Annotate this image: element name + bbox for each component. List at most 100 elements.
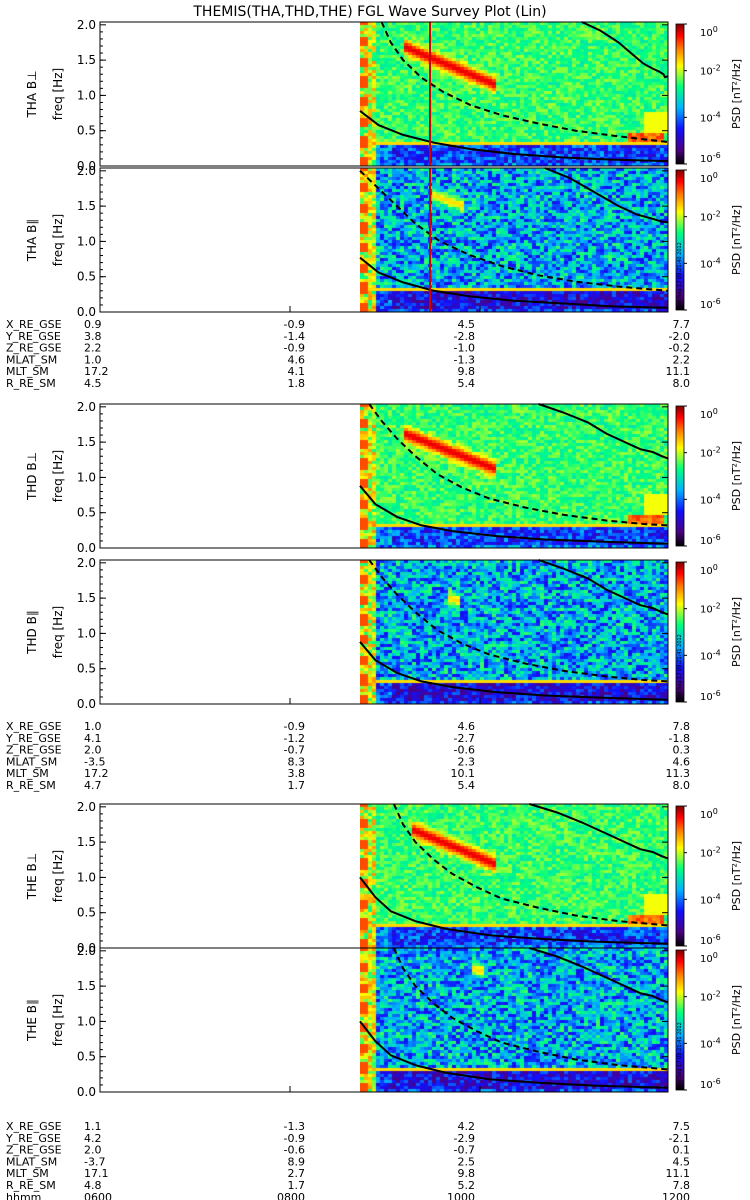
ephemeris-value: 0.3	[673, 744, 691, 757]
ephemeris-value: 2.5	[458, 1155, 476, 1168]
ephemeris-value: 7.7	[673, 318, 691, 331]
ephemeris-value: -1.3	[454, 353, 475, 366]
colorbar-tick-label: 100	[700, 563, 718, 577]
ephemeris-row-name: Z_RE_GSE	[6, 342, 62, 355]
y-tick-label: 1.0	[77, 1014, 96, 1028]
y-tick-label: 1.5	[77, 435, 96, 449]
ephemeris-value: -1.4	[284, 330, 305, 343]
colorbar-tick-base: 10	[700, 300, 713, 311]
colorbar-tick-base: 10	[700, 810, 713, 821]
dashed-curve	[359, 170, 669, 292]
dashed-curve	[368, 403, 669, 527]
y-axis-panel-label: THE B⊥	[25, 853, 39, 900]
colorbar-tick-exp: -4	[713, 492, 721, 501]
colorbar-tick-label: 10-6	[700, 933, 721, 947]
spectrogram-image	[360, 948, 668, 1092]
colorbar-label: PSD [nT²/Hz]	[730, 441, 743, 511]
y-axis-title: freq [Hz]	[51, 850, 65, 902]
timestamp-stamp: Mon Sep 17 08:21:40 2012	[677, 242, 683, 310]
colorbar-tick-base: 10	[700, 1039, 713, 1050]
colorbar-tick-exp: -6	[713, 933, 721, 942]
time-axis-label: hhmm	[6, 1191, 41, 1200]
ephemeris-value: -0.9	[284, 318, 305, 331]
ephemeris-value: 10.1	[451, 767, 476, 780]
colorbar-tick-exp: -2	[713, 602, 721, 611]
ephemeris-value: 11.1	[666, 365, 691, 378]
ephemeris-value: 1.7	[288, 1179, 306, 1192]
y-tick-label: 1.0	[77, 88, 96, 102]
solid-curve-upper	[538, 559, 669, 616]
solid-curve-lower	[359, 641, 669, 701]
ephemeris-value: 4.2	[84, 1132, 102, 1145]
ephemeris-value: 9.8	[458, 365, 476, 378]
y-axis-title: freq [Hz]	[51, 68, 65, 120]
figure-title: THEMIS(THA,THD,THE) FGL Wave Survey Plot…	[192, 4, 546, 20]
ephemeris-value: 2.3	[458, 755, 476, 768]
colorbar-tick-base: 10	[700, 692, 713, 703]
ephemeris-value: -1.8	[669, 732, 690, 745]
colorbar	[675, 405, 685, 547]
y-tick-label: 2.0	[77, 164, 96, 178]
y-tick-label: 0.5	[77, 906, 96, 920]
solid-curve-upper	[538, 403, 669, 460]
y-tick-label: 2.0	[77, 18, 96, 32]
colorbar-tick-label: 10-2	[700, 990, 721, 1004]
colorbar-tick-base: 10	[700, 993, 713, 1004]
ephemeris-value: 7.8	[673, 1179, 691, 1192]
y-tick-label: 0.5	[77, 662, 96, 676]
y-axis-panel-label: THD B⊥	[25, 452, 39, 501]
ephemeris-row-name: Y_RE_GSE	[5, 732, 61, 745]
colorbar-tick-exp: -4	[713, 892, 721, 901]
solid-curve-upper	[529, 803, 669, 860]
ephemeris-value: 17.1	[84, 1167, 109, 1180]
colorbar-tick-label: 10-6	[700, 533, 721, 547]
y-tick-label: 1.0	[77, 470, 96, 484]
time-tick-label: 1200	[662, 1191, 690, 1200]
y-tick-label: 1.5	[77, 979, 96, 993]
colorbar-tick-exp: -2	[713, 446, 721, 455]
ephemeris-value: 1.0	[84, 720, 102, 733]
y-axis-panel-label: THA B⊥	[25, 70, 39, 118]
ephemeris-value: 2.2	[84, 342, 102, 355]
colorbar-tick-base: 10	[700, 954, 713, 965]
colorbar-tick-label: 10-6	[700, 297, 721, 311]
ephemeris-value: 8.0	[673, 377, 691, 390]
colorbar-label: PSD [nT²/Hz]	[730, 205, 743, 275]
time-tick-label: 1000	[447, 1191, 475, 1200]
y-tick-label: 0.0	[77, 305, 96, 319]
ephemeris-value: -0.6	[284, 1144, 305, 1157]
y-tick-label: 2.0	[77, 944, 96, 958]
ephemeris-value: 4.5	[458, 318, 476, 331]
colorbar-tick-exp: 0	[713, 407, 718, 416]
colorbar-tick-base: 10	[700, 449, 713, 460]
colorbar-tick-label: 10-4	[700, 492, 721, 506]
y-tick-label: 0.5	[77, 1050, 96, 1064]
y-tick-label: 1.0	[77, 234, 96, 248]
ephemeris-value: 4.6	[673, 755, 691, 768]
ephemeris-value: 2.0	[84, 1144, 102, 1157]
ephemeris-value: -0.7	[284, 744, 305, 757]
ephemeris-value: 5.4	[458, 377, 476, 390]
y-tick-label: 0.5	[77, 124, 96, 138]
colorbar-tick-base: 10	[700, 67, 713, 78]
ephemeris-value: 7.5	[673, 1120, 691, 1133]
ephemeris-value: 4.1	[288, 365, 306, 378]
ephemeris-value: 17.2	[84, 365, 109, 378]
colorbar-tick-base: 10	[700, 28, 713, 39]
colorbar-tick-base: 10	[700, 410, 713, 421]
dashed-curve	[392, 803, 669, 927]
ephemeris-value: -2.0	[669, 330, 690, 343]
colorbar-tick-exp: -6	[713, 533, 721, 542]
colorbar-tick-label: 100	[700, 171, 718, 185]
timestamp-stamp: Mon Sep 17 08:21:41 2012	[677, 1022, 683, 1090]
dashed-curve	[392, 947, 669, 1071]
y-tick-label: 0.0	[77, 159, 96, 173]
ephemeris-row-name: MLT_SM	[6, 1167, 49, 1180]
spectrogram-image	[360, 168, 668, 312]
time-axis: hhmm06000800100012002010 Oct 13	[6, 1191, 690, 1200]
ephemeris-value: 3.8	[288, 767, 306, 780]
